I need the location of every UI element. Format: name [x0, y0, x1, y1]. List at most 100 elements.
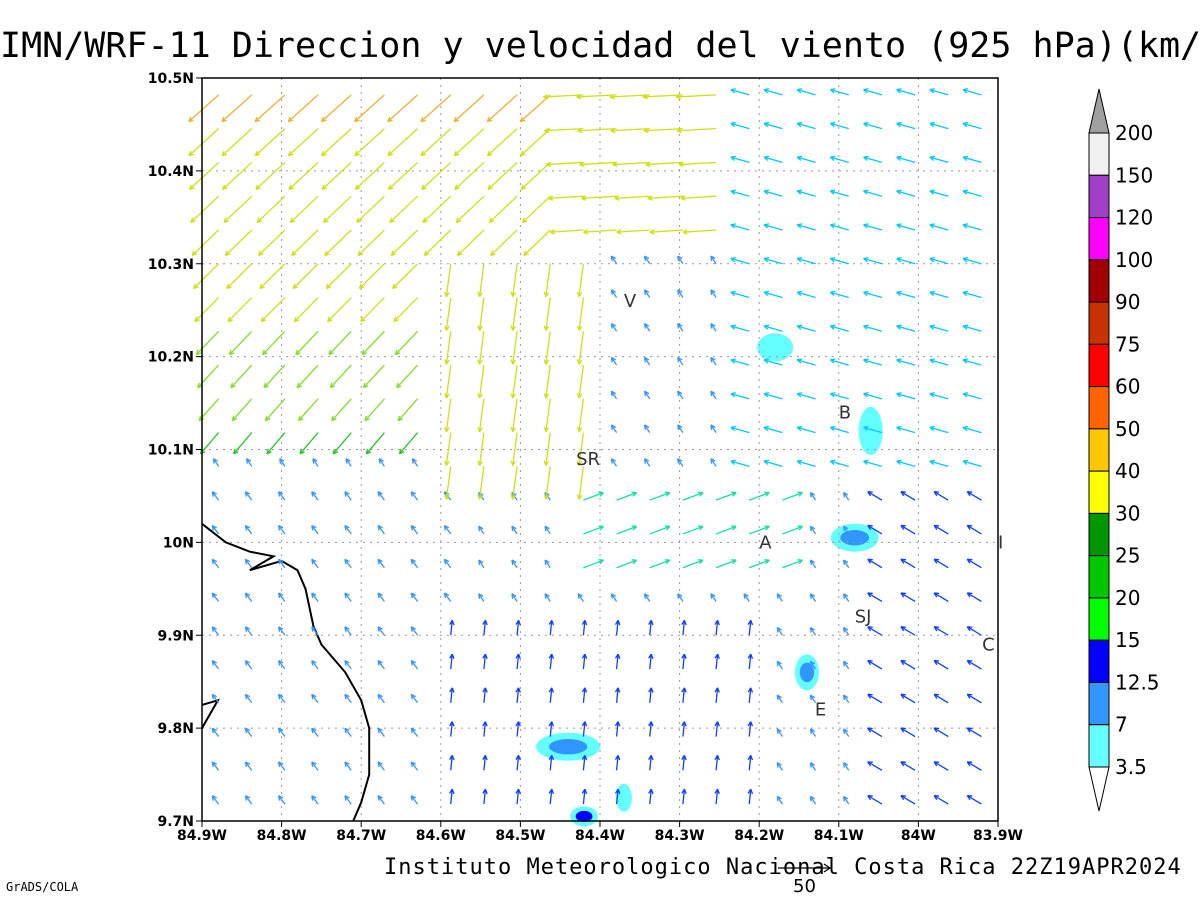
wind-vector [244, 491, 253, 501]
wind-vector [410, 524, 419, 535]
wind-vector [211, 491, 220, 501]
lat-axis: 10.5N 10.4N 10.3N 10.2N 10.1N 10N 9.9N 9.8N 9.7N [148, 71, 202, 830]
wind-vector [747, 721, 754, 737]
wind-vector [311, 693, 319, 704]
wind-vector [610, 255, 618, 265]
wind-vector [714, 687, 720, 703]
wind-vector [410, 592, 419, 602]
wind-vector [730, 189, 750, 197]
speed-fill-core [840, 530, 870, 546]
wind-vector [867, 491, 883, 501]
wind-vector [287, 94, 319, 123]
wind-vector [230, 364, 253, 389]
wind-vector [609, 93, 650, 100]
wind-vector [410, 761, 419, 771]
wind-vector [254, 94, 286, 123]
wind-vector [443, 592, 452, 602]
wind-vector [478, 559, 485, 569]
wind-vector [677, 255, 684, 265]
lon-tick-label: 84.2W [734, 828, 784, 844]
wind-vector [378, 458, 385, 467]
wind-vector [354, 128, 385, 157]
wind-vector [226, 263, 253, 290]
wind-vector [643, 323, 651, 332]
wind-vector [610, 424, 618, 433]
wind-vector [244, 592, 253, 602]
colorbar-swatch [1088, 724, 1110, 768]
map-title: IMN/WRF-11 Direccion y velocidad del vie… [0, 26, 1200, 66]
wind-vector [510, 331, 518, 365]
wind-vector [211, 693, 220, 704]
wind-vector [477, 331, 485, 365]
wind-vector [763, 257, 783, 265]
wind-vector [747, 788, 754, 805]
wind-vector [377, 660, 385, 670]
wind-vector [322, 195, 352, 224]
colorbar-swatch [1088, 428, 1110, 472]
wind-vector [311, 795, 319, 805]
wind-vector [361, 330, 385, 356]
wind-vector [933, 727, 949, 738]
wind-vector [796, 290, 816, 299]
wind-vector [648, 788, 654, 805]
wind-vector [389, 195, 419, 224]
wind-vector [863, 459, 883, 468]
wind-vector [453, 94, 485, 123]
wind-vector [962, 189, 982, 197]
wind-vector [393, 297, 419, 323]
wind-vector [344, 795, 352, 805]
wind-vector [715, 559, 737, 569]
colorbar-label: 3.5 [1115, 755, 1147, 779]
wind-vector [543, 364, 551, 399]
wind-vector [577, 127, 617, 134]
wind-vector [260, 297, 286, 323]
wind-vector [842, 626, 850, 636]
wind-vector [747, 653, 754, 670]
wind-vector [682, 491, 704, 501]
wind-vector [548, 755, 555, 771]
wind-vector [714, 721, 720, 737]
wind-vector [863, 223, 883, 231]
wind-vector [867, 592, 883, 603]
wind-vector [576, 466, 585, 500]
wind-vector [344, 693, 352, 704]
wind-vector [325, 263, 352, 290]
coastline-main [201, 523, 371, 822]
wind-vector [730, 290, 750, 299]
wind-vector [677, 356, 684, 366]
wind-vector [191, 229, 220, 257]
wind-vector [763, 189, 783, 197]
colorbar-label: 150 [1115, 163, 1153, 187]
wind-vector [863, 392, 883, 400]
wind-vector [809, 593, 817, 602]
wind-vector [610, 127, 650, 134]
wind-vector [548, 619, 555, 636]
wind-vector [193, 263, 220, 290]
wind-vector [933, 558, 949, 569]
wind-vector [344, 727, 352, 737]
wind-vector [345, 458, 352, 467]
wind-vector [449, 619, 455, 636]
wind-vector [610, 458, 618, 467]
wind-vector [311, 727, 319, 737]
wind-vector [244, 795, 253, 805]
wind-vector [477, 398, 485, 433]
wind-vector [796, 155, 816, 164]
wind-vector [962, 324, 982, 332]
wind-vector [681, 788, 687, 805]
wind-vector [523, 229, 551, 257]
wind-vector [477, 432, 485, 466]
wind-vector [291, 229, 319, 257]
wind-vector [714, 755, 720, 771]
wind-vector [649, 525, 671, 535]
wind-vector [867, 558, 883, 569]
lon-tick-label: 84.3W [655, 828, 705, 844]
station-label-v: V [624, 291, 637, 312]
wind-vector [357, 229, 385, 257]
wind-vector [410, 795, 419, 805]
wind-vector [410, 491, 419, 501]
wind-vector [763, 155, 783, 164]
wind-vector [929, 324, 949, 332]
wind-vector [867, 626, 883, 636]
wind-vector [681, 687, 687, 703]
